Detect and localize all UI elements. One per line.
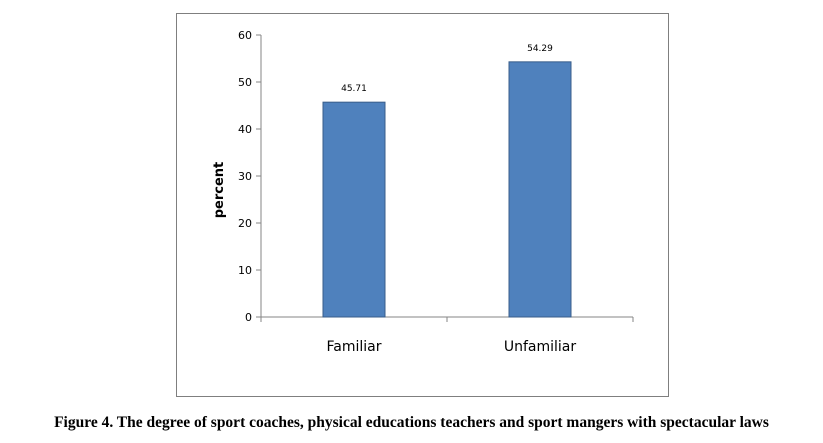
axes [260,35,633,318]
figure-caption: Figure 4. The degree of sport coaches, p… [54,414,769,431]
y-tick-label: 40 [238,123,252,136]
y-tick-label: 10 [238,264,252,277]
y-tick-label: 0 [245,311,252,324]
chart-frame: percent 0 10 20 30 40 50 60 45.71 Familiar 54.29… [176,13,669,397]
data-label: 45.71 [341,84,367,94]
y-axis-ticks: 0 10 20 30 40 50 60 [238,29,634,324]
category-label: Unfamiliar [504,339,577,355]
labels: 45.71 Familiar 54.29 Unfamiliar [327,44,577,355]
bar [322,101,386,318]
category-label: Familiar [327,339,382,355]
y-axis-title: percent [212,162,227,219]
bar [508,61,572,318]
y-tick-label: 20 [238,217,252,230]
y-tick-label: 50 [238,76,252,89]
bars [322,61,572,318]
y-tick-label: 60 [238,29,252,42]
data-label: 54.29 [527,44,553,54]
bar-chart: percent 0 10 20 30 40 50 60 45.71 Familiar 54.29… [212,29,634,355]
y-tick-label: 30 [238,170,252,183]
